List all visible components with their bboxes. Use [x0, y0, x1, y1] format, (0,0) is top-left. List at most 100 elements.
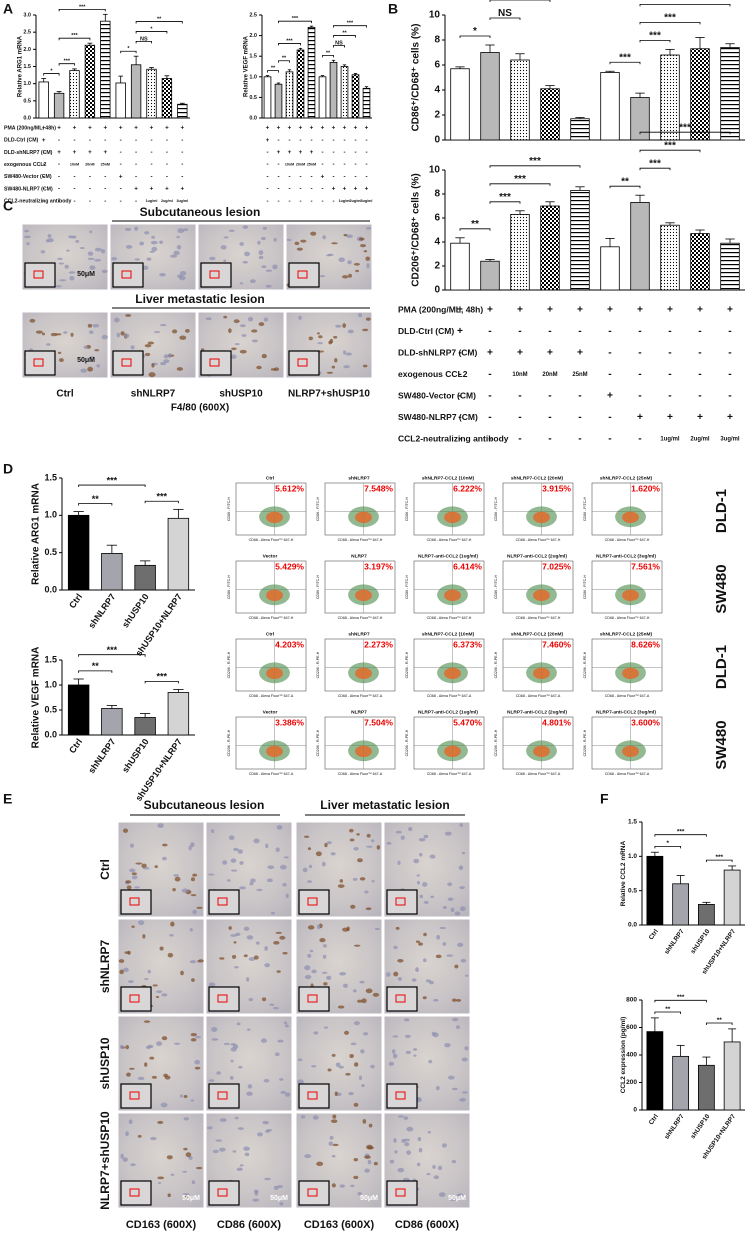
y-tick-label: 1.5 — [23, 64, 31, 70]
gate-percent: 3.197% — [364, 561, 393, 571]
cell-nucleus — [212, 1149, 219, 1154]
condition-cell: 3ug/ml — [361, 199, 373, 203]
inset-marker — [217, 897, 228, 906]
cell-nucleus — [92, 323, 100, 328]
cell-nucleus — [326, 371, 334, 374]
y-axis-label: CD86 - FITC-H — [494, 575, 498, 600]
condition-cell: - — [488, 391, 491, 402]
cell-nucleus — [125, 880, 132, 884]
condition-cell: - — [458, 369, 461, 380]
condition-cell: - — [181, 173, 183, 180]
condition-cell: + — [180, 186, 184, 193]
x-tick-label: Ctrl — [648, 1113, 660, 1126]
cell-nucleus — [211, 829, 215, 833]
y-axis-label: Relative VEGF mRNA — [244, 35, 250, 97]
event-core — [355, 745, 372, 758]
inset — [200, 350, 232, 376]
cell-nucleus — [316, 924, 321, 930]
cell-nucleus — [243, 1146, 250, 1151]
cell-nucleus — [131, 925, 135, 928]
condition-cell: - — [104, 173, 106, 180]
condition-cell: + — [343, 186, 347, 193]
cell-nucleus — [328, 1141, 334, 1146]
plot-title: shNLRP7-CCL2 (25nM) — [600, 475, 653, 481]
cell-nucleus — [389, 1159, 395, 1164]
condition-cell: - — [288, 198, 290, 205]
bar — [660, 224, 680, 291]
gate-percent: 5.612% — [275, 483, 304, 493]
cell-nucleus — [57, 257, 63, 260]
cell-nucleus — [189, 928, 193, 932]
bar — [101, 708, 123, 736]
bar — [672, 1055, 690, 1111]
condition-cell: - — [266, 161, 268, 168]
condition-cell: - — [310, 137, 312, 144]
cell-nucleus — [239, 861, 244, 865]
column-label: CD86 (600X) — [217, 1219, 282, 1231]
cell-nucleus — [447, 1075, 455, 1080]
condition-cell: - — [343, 137, 345, 144]
cell-nucleus — [131, 875, 138, 880]
y-tick-label: 4 — [434, 85, 440, 96]
condition-cell: - — [354, 173, 356, 180]
condition-cell: - — [43, 149, 45, 156]
significance-bracket — [489, 17, 521, 20]
cell-nucleus — [422, 958, 427, 963]
cell-nucleus — [349, 1053, 354, 1059]
cell-nucleus — [241, 334, 247, 337]
cell-nucleus — [415, 940, 420, 943]
cell-nucleus — [433, 1175, 439, 1180]
condition-cell: - — [728, 348, 731, 359]
cell-nucleus — [185, 1152, 192, 1158]
cell-nucleus — [266, 878, 273, 883]
cell-nucleus — [189, 960, 197, 964]
event-core — [622, 589, 639, 602]
cell-nucleus — [130, 1163, 136, 1167]
significance-label: *** — [79, 4, 86, 10]
cell-nucleus — [243, 926, 250, 931]
condition-cell: + — [73, 149, 77, 156]
cell-nucleus — [173, 874, 180, 877]
gate-percent: 7.548% — [364, 483, 393, 493]
cell-nucleus — [456, 1193, 464, 1197]
cell-nucleus — [406, 1126, 414, 1132]
cell-nucleus — [338, 257, 345, 263]
cell-nucleus — [230, 869, 238, 872]
cell-nucleus — [58, 262, 65, 265]
condition-cell: 25nM — [101, 163, 110, 167]
cell-nucleus — [253, 955, 259, 960]
cell-nucleus — [256, 365, 262, 370]
gate-percent: 6.414% — [453, 561, 482, 571]
cell-nucleus — [418, 837, 426, 842]
cell-nucleus — [206, 1126, 213, 1130]
cell-nucleus — [365, 988, 373, 994]
cell-nucleus — [376, 845, 381, 850]
cell-nucleus — [397, 958, 404, 963]
x-axis-label: CD68 - Alexa Fluor™ 647-A — [516, 772, 561, 776]
condition-cell: + — [288, 125, 292, 132]
column-label: shNLRP7 — [131, 389, 176, 400]
cell-nucleus — [304, 835, 310, 838]
cell-nucleus — [125, 1131, 129, 1137]
y-axis-label: CD86 - FITC-H — [494, 497, 498, 522]
cell-nucleus — [355, 269, 359, 273]
y-tick-label: 1.5 — [44, 472, 57, 482]
cell-nucleus — [170, 1173, 175, 1176]
cell-nucleus — [331, 242, 338, 245]
gate-percent: 6.373% — [453, 639, 482, 649]
panel-letter: E — [3, 791, 12, 807]
bar — [84, 44, 96, 119]
cell-nucleus — [397, 860, 401, 865]
condition-cell: - — [458, 391, 461, 402]
condition-cell: - — [608, 326, 611, 337]
condition-cell: + — [607, 391, 613, 402]
y-tick-label: 1.0 — [628, 853, 637, 860]
condition-cell: - — [698, 391, 701, 402]
cell-nucleus — [454, 911, 461, 916]
y-axis-label: CD206 - R-PE-H — [494, 651, 498, 678]
condition-cell: - — [150, 173, 152, 180]
cell-nucleus — [153, 331, 161, 334]
condition-cell: - — [548, 326, 551, 337]
condition-cell: - — [332, 173, 334, 180]
condition-label: DLD-Ctrl (CM) — [4, 138, 39, 144]
